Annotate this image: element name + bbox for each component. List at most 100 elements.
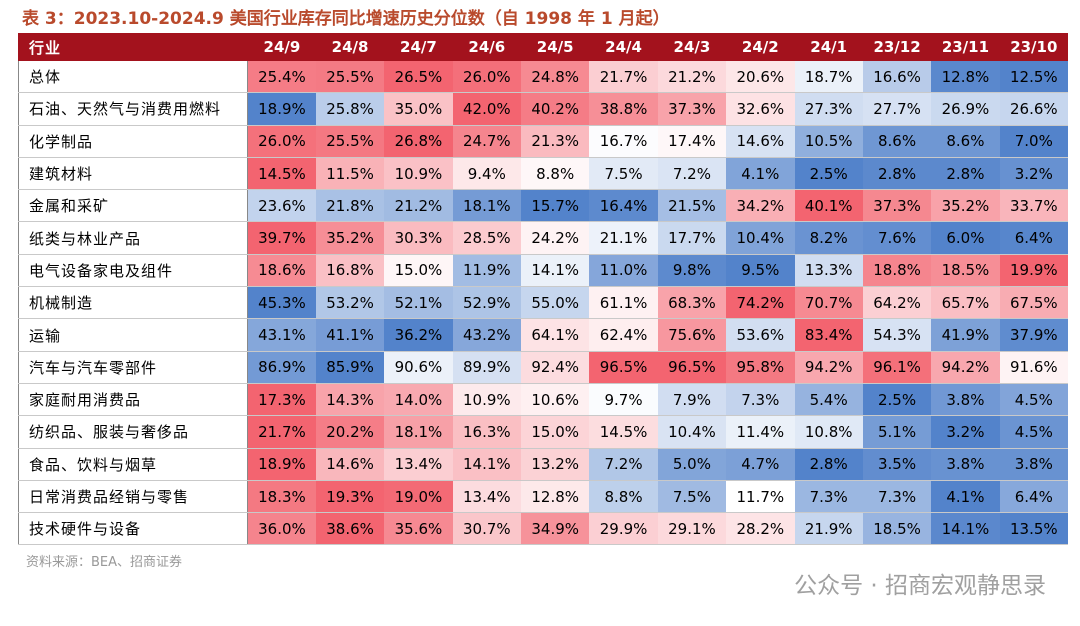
value-cell: 61.1% xyxy=(589,286,658,320)
value-cell: 25.5% xyxy=(315,125,385,158)
value-cell: 5.0% xyxy=(657,448,727,481)
value-cell: 52.9% xyxy=(452,286,521,320)
value-cell: 7.5% xyxy=(657,480,727,514)
value-cell: 8.2% xyxy=(794,221,863,255)
value-cell: 83.4% xyxy=(794,318,863,352)
value-cell: 16.3% xyxy=(452,415,521,449)
header-cell: 行业 xyxy=(18,33,248,61)
value-cell: 9.5% xyxy=(726,254,795,288)
value-cell: 10.5% xyxy=(794,125,863,158)
value-cell: 16.6% xyxy=(862,61,932,94)
value-cell: 7.2% xyxy=(589,448,658,481)
table-row: 化学制品 26.0% 25.5% 26.8% 24.7% 21.3% 16.7% 17.4% 1… xyxy=(18,125,1068,158)
table-row: 纺织品、服装与奢侈品 21.7% 20.2% 18.1% 16.3% 15.0% 14.5%… xyxy=(18,415,1068,449)
header-cell: 24/3 xyxy=(657,33,727,61)
value-cell: 19.0% xyxy=(384,480,453,514)
value-cell: 40.2% xyxy=(521,92,590,126)
value-cell: 11.4% xyxy=(726,415,795,449)
value-cell: 30.3% xyxy=(384,221,453,255)
table-title: 表 3：2023.10-2024.9 美国行业库存同比增速历史分位数（自 199… xyxy=(22,9,670,29)
value-cell: 34.9% xyxy=(521,512,590,546)
table-row: 汽车与汽车零部件 86.9% 85.9% 90.6% 89.9% 92.4% 96.5% 96… xyxy=(18,351,1068,384)
value-cell: 33.7% xyxy=(999,189,1068,223)
header-row: 行业 24/9 24/8 24/7 24/6 24/5 24/4 24/3 24/2 24/1 23… xyxy=(18,33,1068,61)
table-row: 石油、天然气与消费用燃料 18.9% 25.8% 35.0% 42.0% 40.2% 38.… xyxy=(18,92,1068,126)
value-cell: 35.2% xyxy=(315,221,385,255)
value-cell: 4.1% xyxy=(726,157,795,191)
value-cell: 26.0% xyxy=(452,61,521,94)
value-cell: 10.4% xyxy=(726,221,795,255)
value-cell: 68.3% xyxy=(657,286,727,320)
value-cell: 25.5% xyxy=(315,61,385,94)
value-cell: 10.8% xyxy=(794,415,863,449)
value-cell: 26.5% xyxy=(384,61,453,94)
value-cell: 37.9% xyxy=(999,318,1068,352)
value-cell: 11.0% xyxy=(589,254,658,288)
value-cell: 96.5% xyxy=(657,351,727,384)
value-cell: 7.3% xyxy=(794,480,863,514)
value-cell: 18.8% xyxy=(862,254,932,288)
value-cell: 67.5% xyxy=(999,286,1068,320)
value-cell: 70.7% xyxy=(794,286,863,320)
value-cell: 18.9% xyxy=(247,448,316,481)
header-cell: 23/12 xyxy=(862,33,932,61)
value-cell: 64.2% xyxy=(862,286,932,320)
header-cell: 24/5 xyxy=(521,33,590,61)
value-cell: 15.0% xyxy=(521,415,590,449)
value-cell: 21.8% xyxy=(315,189,385,223)
value-cell: 35.0% xyxy=(384,92,453,126)
value-cell: 7.6% xyxy=(862,221,932,255)
value-cell: 4.7% xyxy=(726,448,795,481)
value-cell: 43.1% xyxy=(247,318,316,352)
value-cell: 25.4% xyxy=(247,61,316,94)
value-cell: 94.2% xyxy=(794,351,863,384)
value-cell: 14.5% xyxy=(589,415,658,449)
value-cell: 18.5% xyxy=(862,512,932,546)
value-cell: 27.7% xyxy=(862,92,932,126)
row-label: 石油、天然气与消费用燃料 xyxy=(18,92,248,126)
table-row: 总体 25.4% 25.5% 26.5% 26.0% 24.8% 21.7% 21.2% 20.… xyxy=(18,61,1068,94)
value-cell: 27.3% xyxy=(794,92,863,126)
value-cell: 28.5% xyxy=(452,221,521,255)
row-label: 电气设备家电及组件 xyxy=(18,254,248,288)
value-cell: 21.7% xyxy=(247,415,316,449)
value-cell: 29.1% xyxy=(657,512,727,546)
value-cell: 16.7% xyxy=(589,125,658,158)
value-cell: 13.4% xyxy=(452,480,521,514)
row-label: 纸类与林业产品 xyxy=(18,221,248,255)
value-cell: 17.4% xyxy=(657,125,727,158)
table-row: 电气设备家电及组件 18.6% 16.8% 15.0% 11.9% 14.1% 11.0% 9… xyxy=(18,254,1068,288)
table-row: 食品、饮料与烟草 18.9% 14.6% 13.4% 14.1% 13.2% 7.2% 5.0… xyxy=(18,448,1068,481)
value-cell: 42.0% xyxy=(452,92,521,126)
value-cell: 90.6% xyxy=(384,351,453,384)
value-cell: 36.2% xyxy=(384,318,453,352)
value-cell: 11.7% xyxy=(726,480,795,514)
value-cell: 41.9% xyxy=(931,318,1000,352)
value-cell: 14.6% xyxy=(315,448,385,481)
value-cell: 2.8% xyxy=(794,448,863,481)
value-cell: 2.5% xyxy=(862,383,932,417)
value-cell: 52.1% xyxy=(384,286,453,320)
row-label: 金属和采矿 xyxy=(18,189,248,223)
value-cell: 14.6% xyxy=(726,125,795,158)
value-cell: 14.0% xyxy=(384,383,453,417)
source-note: 资料来源：BEA、招商证券 xyxy=(26,555,183,570)
value-cell: 3.2% xyxy=(999,157,1068,191)
row-label: 总体 xyxy=(18,61,248,94)
value-cell: 18.9% xyxy=(247,92,316,126)
row-label: 机械制造 xyxy=(18,286,248,320)
value-cell: 21.2% xyxy=(384,189,453,223)
value-cell: 4.5% xyxy=(999,415,1068,449)
table-row: 家庭耐用消费品 17.3% 14.3% 14.0% 10.9% 10.6% 9.7% 7.9%… xyxy=(18,383,1068,417)
value-cell: 23.6% xyxy=(247,189,316,223)
row-label: 家庭耐用消费品 xyxy=(18,383,248,417)
table-row: 金属和采矿 23.6% 21.8% 21.2% 18.1% 15.7% 16.4% 21.5%… xyxy=(18,189,1068,223)
value-cell: 55.0% xyxy=(521,286,590,320)
value-cell: 21.2% xyxy=(657,61,727,94)
value-cell: 89.9% xyxy=(452,351,521,384)
table-row: 运输 43.1% 41.1% 36.2% 43.2% 64.1% 62.4% 75.6% 53.… xyxy=(18,318,1068,352)
value-cell: 18.5% xyxy=(931,254,1000,288)
value-cell: 24.8% xyxy=(521,61,590,94)
value-cell: 8.8% xyxy=(521,157,590,191)
